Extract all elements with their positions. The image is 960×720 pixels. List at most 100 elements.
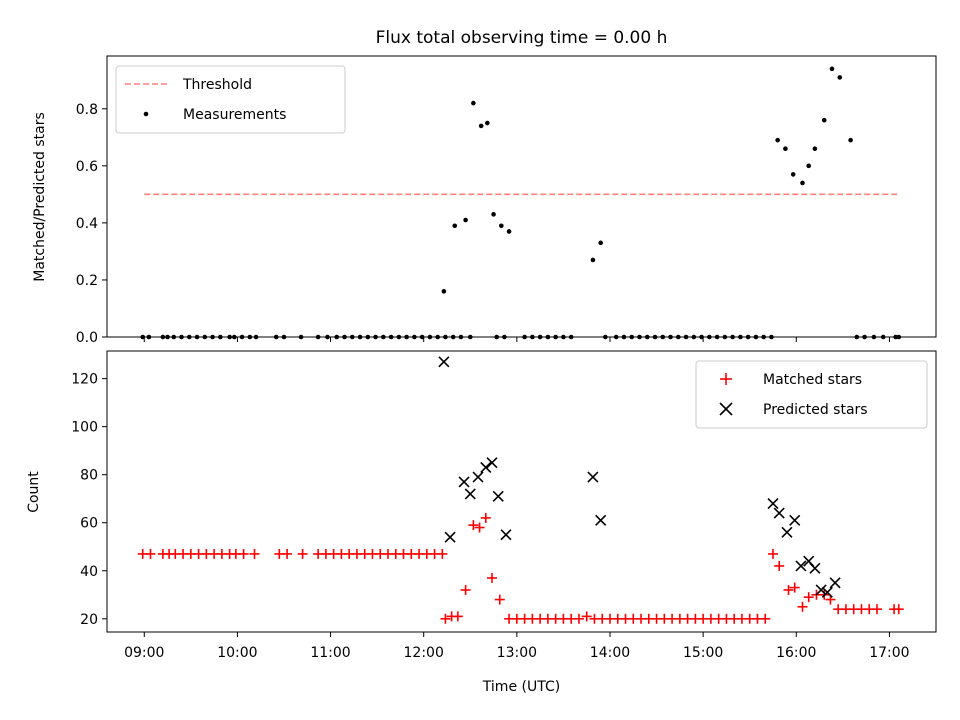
predicted-star-point [464, 488, 476, 500]
predicted-star-point [486, 457, 498, 469]
predicted-star-point [821, 586, 833, 598]
measurement-point [598, 240, 603, 246]
measurement-point [821, 117, 827, 123]
x-tick-label: 10:00 [217, 645, 257, 661]
measurement-point [590, 257, 596, 263]
predicted-star-point [781, 526, 793, 538]
top-legend: Threshold Measurements [115, 65, 346, 134]
legend-predicted-swatch [719, 402, 733, 416]
y-tick-label: 80 [80, 468, 98, 484]
matched-star-point [238, 548, 249, 559]
predicted-star-point [829, 577, 841, 589]
legend-threshold-label: Threshold [182, 77, 252, 93]
legend-matched-swatch [720, 373, 732, 385]
y-tick-label: 0.2 [76, 273, 98, 289]
y-tick-label: 0.4 [76, 216, 98, 232]
bottom-legend: Matched stars Predicted stars [695, 360, 928, 429]
predicted-star-point [595, 514, 607, 526]
bottom-plot-marks [137, 356, 904, 624]
bottom-axes-frame [106, 350, 937, 633]
measurement-point [848, 137, 853, 143]
matched-star-point [460, 584, 471, 595]
matched-star-point [893, 604, 904, 615]
legend-measurements-swatch [143, 111, 149, 117]
matched-star-point [282, 548, 293, 559]
matched-star-point [767, 548, 778, 559]
measurement-point [790, 172, 796, 177]
predicted-star-point [500, 529, 512, 541]
bottom-panel: 20 40 60 80 100 120 09:00 10:00 11:00 12:00 13:00… [26, 350, 937, 695]
x-tick-label: 12:00 [404, 645, 444, 661]
top-panel: 0.00.20.40.60.8 Matched/Predicted stars … [32, 55, 937, 346]
predicted-star-point [587, 471, 599, 483]
bottom-y-axis-ticks: 20 40 60 80 100 120 [71, 372, 107, 628]
matched-star-point [437, 548, 448, 559]
top-axes-frame [106, 55, 937, 338]
legend-measurements-label: Measurements [183, 107, 286, 123]
matched-star-point [480, 512, 491, 523]
matched-star-point [803, 592, 814, 603]
top-plot-marks [140, 66, 902, 340]
matched-star-point [249, 548, 260, 559]
predicted-star-point [789, 514, 801, 526]
y-tick-label: 120 [71, 372, 98, 388]
predicted-star-point [444, 531, 456, 543]
measurement-point [800, 180, 805, 186]
x-tick-label: 16:00 [776, 645, 816, 661]
measurement-point [463, 217, 468, 223]
y-tick-label: 0.8 [76, 102, 98, 118]
measurement-point [506, 229, 512, 234]
predicted-star-point [815, 584, 827, 596]
measurement-point [471, 100, 476, 106]
x-tick-label: 14:00 [590, 645, 630, 661]
bottom-x-axis-ticks: 09:00 10:00 11:00 12:00 13:00 14:00 15:00 16:00… [124, 632, 910, 661]
predicted-star-point [767, 497, 779, 510]
matched-star-point [774, 560, 785, 571]
measurement-point [499, 223, 504, 229]
bottom-legend-box [695, 360, 928, 429]
top-y-axis-ticks: 0.0 0.2 0.4 0.6 0.8 [76, 102, 107, 346]
predicted-star-point [480, 461, 492, 474]
measurement-point [812, 146, 818, 152]
predicted-star-point [472, 471, 484, 483]
x-tick-label: 17:00 [869, 645, 909, 661]
matched-star-point [783, 584, 794, 595]
legend-predicted-label: Predicted stars [763, 402, 868, 418]
x-tick-label: 09:00 [124, 645, 164, 661]
measurement-point [491, 212, 496, 217]
y-tick-label: 100 [71, 420, 98, 436]
y-tick-label: 0.0 [76, 330, 98, 346]
predicted-star-point [492, 490, 504, 502]
measurement-point [829, 66, 835, 72]
predicted-star-point [809, 562, 821, 574]
measurement-point [806, 163, 812, 169]
measurement-point [441, 289, 447, 294]
matched-star-point [487, 572, 498, 583]
predicted-star-point [795, 560, 807, 572]
matched-star-point [872, 604, 883, 615]
measurement-point [837, 75, 843, 80]
top-y-axis-label: Matched/Predicted stars [32, 112, 48, 282]
y-tick-label: 0.6 [76, 159, 98, 175]
measurement-point [452, 223, 458, 229]
measurement-point [485, 120, 490, 126]
matched-star-point [452, 611, 463, 622]
y-tick-label: 60 [80, 516, 98, 532]
matched-star-point [145, 548, 156, 559]
x-tick-label: 15:00 [683, 645, 723, 661]
matched-star-point [297, 548, 308, 559]
matched-star-point [789, 582, 800, 593]
matched-star-point [494, 594, 505, 605]
x-tick-label: 13:00 [497, 645, 537, 661]
matched-star-point [440, 613, 451, 624]
matched-star-point [760, 613, 771, 624]
bottom-y-axis-label: Count [26, 471, 42, 513]
matched-star-point [797, 601, 808, 612]
y-tick-label: 40 [80, 564, 98, 580]
x-tick-label: 11:00 [310, 645, 350, 661]
matched-star-point [573, 613, 584, 624]
chart-title: Flux total observing time = 0.00 h [376, 28, 668, 48]
matched-star-point [474, 522, 485, 533]
top-legend-box [115, 65, 346, 134]
